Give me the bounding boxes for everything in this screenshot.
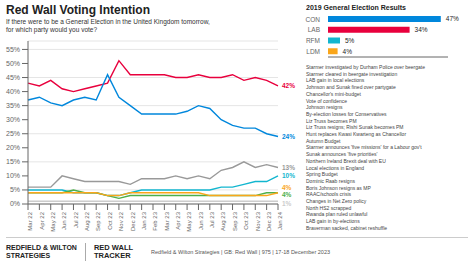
html-text:Braverman sacked, cabinet resh: Braverman sacked, cabinet reshuffle — [306, 224, 388, 231]
html-text:Rwanda plan ruled unlawful: Rwanda plan ruled unlawful — [306, 211, 368, 218]
html-text:Chancellor's mini-budget: Chancellor's mini-budget — [306, 90, 361, 97]
svg-text:Dec 22: Dec 22 — [130, 211, 136, 231]
svg-text:4%: 4% — [343, 48, 353, 55]
svg-text:Aug 22: Aug 22 — [84, 211, 90, 231]
svg-text:47%: 47% — [446, 15, 459, 22]
html-text:Starmer announces 'five missio: Starmer announces 'five missions' for a … — [306, 144, 422, 151]
svg-text:Sep 23: Sep 23 — [232, 211, 238, 231]
svg-text:20%: 20% — [8, 144, 20, 151]
html-text:LAB gain in local elections: LAB gain in local elections — [306, 77, 365, 84]
svg-text:Jan 24: Jan 24 — [277, 211, 283, 230]
svg-text:24%: 24% — [282, 133, 295, 140]
svg-text:Sep 22: Sep 22 — [95, 211, 101, 231]
svg-text:4%: 4% — [282, 191, 292, 198]
svg-text:13%: 13% — [282, 164, 295, 171]
svg-text:May 23: May 23 — [186, 211, 192, 231]
html-text:North HS2 scrapped: North HS2 scrapped — [306, 204, 352, 211]
svg-text:CON: CON — [306, 16, 321, 23]
svg-text:55%: 55% — [8, 46, 20, 53]
svg-text:Apr 22: Apr 22 — [39, 211, 45, 229]
html-text:Starmer cleared in beergate in: Starmer cleared in beergate investigatio… — [306, 70, 398, 77]
svg-text:42%: 42% — [282, 82, 295, 89]
html-text:Northern Ireland Brexit deal w: Northern Ireland Brexit deal with EU — [306, 157, 386, 164]
html-text:TRACKER: TRACKER — [93, 251, 131, 260]
svg-text:50%: 50% — [8, 60, 20, 67]
html-text:Redfield & Wilton Strategies |: Redfield & Wilton Strategies | GB: Red W… — [151, 249, 330, 255]
svg-text:Nov 23: Nov 23 — [255, 211, 261, 231]
svg-text:1%: 1% — [282, 200, 292, 207]
svg-text:25%: 25% — [8, 130, 20, 137]
html-text:2019 General Election Results: 2019 General Election Results — [306, 4, 406, 11]
svg-text:Jul 22: Jul 22 — [73, 211, 79, 228]
svg-text:4%: 4% — [282, 184, 292, 191]
html-text:Johnson resigns: Johnson resigns — [306, 104, 343, 111]
html-text:Changes in Net Zero policy: Changes in Net Zero policy — [306, 198, 367, 205]
html-text:RED WALL: RED WALL — [93, 242, 134, 252]
svg-text:40%: 40% — [8, 88, 20, 95]
html-text:STRATEGIES: STRATEGIES — [6, 252, 51, 259]
html-text:Autumn Budget: Autumn Budget — [306, 137, 341, 144]
html-text:Sunak announces 'five prioriti: Sunak announces 'five priorities' — [306, 151, 378, 158]
svg-text:RFM: RFM — [306, 37, 320, 44]
svg-text:0%: 0% — [10, 200, 20, 207]
html-text:REDFIELD & WILTON: REDFIELD & WILTON — [6, 243, 77, 251]
html-text:Spring Budget: Spring Budget — [306, 171, 338, 178]
svg-text:5%: 5% — [10, 186, 20, 193]
html-text:Boris Johnson resigns as MP: Boris Johnson resigns as MP — [306, 184, 371, 191]
svg-text:Jul 23: Jul 23 — [209, 211, 215, 228]
svg-text:Jun 23: Jun 23 — [198, 211, 204, 230]
html-text:By-election losses for Conserv: By-election losses for Conservatives — [306, 110, 387, 117]
svg-text:May 22: May 22 — [50, 211, 56, 231]
svg-text:35%: 35% — [8, 102, 20, 109]
html-text:If there were to be a General: If there were to be a General Election i… — [6, 18, 210, 25]
html-text:for which party would you vote: for which party would you vote? — [6, 25, 98, 33]
html-text:Hunt replaces Kwasi Kwarteng a: Hunt replaces Kwasi Kwarteng as Chancell… — [306, 131, 407, 137]
svg-text:45%: 45% — [8, 74, 20, 81]
svg-text:34%: 34% — [415, 26, 428, 33]
svg-text:Mar 23: Mar 23 — [164, 211, 170, 230]
svg-text:Apr 23: Apr 23 — [175, 211, 181, 229]
svg-text:Feb 23: Feb 23 — [152, 211, 158, 230]
svg-text:LAB: LAB — [308, 26, 320, 33]
svg-text:15%: 15% — [8, 158, 20, 165]
svg-text:10%: 10% — [8, 172, 20, 179]
svg-text:10%: 10% — [282, 172, 295, 179]
svg-text:30%: 30% — [8, 116, 20, 123]
svg-text:LDM: LDM — [306, 48, 320, 55]
html-text:Liz Truss resigns; Rishi Sunak: Liz Truss resigns; Rishi Sunak becomes P… — [306, 124, 404, 131]
svg-text:Dec 23: Dec 23 — [266, 211, 272, 231]
svg-text:Aug 23: Aug 23 — [220, 211, 226, 231]
svg-text:Mar 22: Mar 22 — [27, 211, 33, 230]
html-text:Vote of confidence: Vote of confidence — [306, 97, 348, 104]
svg-text:Oct 23: Oct 23 — [243, 211, 249, 229]
svg-text:Oct 22: Oct 22 — [107, 211, 113, 229]
html-text:Starmer investigated by Durham: Starmer investigated by Durham Police ov… — [306, 64, 425, 70]
svg-text:Jun 22: Jun 22 — [61, 211, 67, 230]
html-text:Dominic Raab resigns: Dominic Raab resigns — [306, 178, 355, 184]
svg-text:Jan 23: Jan 23 — [141, 211, 147, 230]
svg-text:Nov 22: Nov 22 — [118, 211, 124, 231]
html-text:Johnson and Sunak fined over p: Johnson and Sunak fined over partygate — [306, 84, 396, 91]
html-text:RAAC/schools crisis: RAAC/schools crisis — [306, 191, 351, 198]
svg-text:5%: 5% — [345, 37, 355, 44]
html-text:Liz Truss becomes PM: Liz Truss becomes PM — [306, 117, 357, 124]
html-text:LAB gain in by-elections: LAB gain in by-elections — [306, 218, 360, 225]
html-text:Red Wall Voting Intention: Red Wall Voting Intention — [6, 3, 150, 17]
html-text:Local elections in England: Local elections in England — [306, 164, 365, 171]
